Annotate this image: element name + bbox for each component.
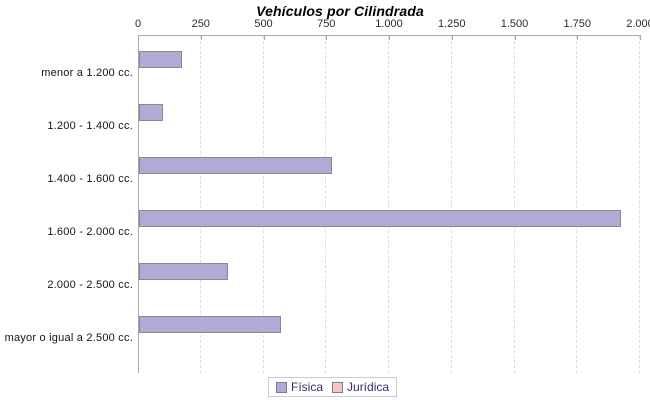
x-axis-tick-label: 0 — [134, 18, 142, 30]
legend-label: Física — [291, 380, 324, 394]
legend-entry: Jurídica — [332, 380, 389, 394]
category-label: 1.200 - 1.400 cc. — [47, 120, 133, 132]
legend-swatch-icon — [276, 381, 287, 393]
x-axis-tick-label: 1.250 — [437, 18, 466, 30]
x-axis-tick-mark — [577, 36, 579, 40]
category-label: mayor o igual a 2.500 cc. — [4, 332, 133, 344]
gridline — [325, 36, 327, 373]
gridline — [513, 36, 515, 373]
chart-legend: Física Jurídica — [268, 377, 398, 397]
x-axis-tick-label: 1.750 — [563, 18, 592, 30]
x-axis-tick-mark — [640, 36, 641, 40]
legend-entry: Física — [276, 380, 323, 394]
x-axis-tick-label: 1.000 — [375, 18, 403, 30]
x-axis-tick-mark — [326, 36, 328, 40]
x-axis-tick-label: 500 — [254, 18, 273, 30]
x-axis-tick-mark — [514, 36, 516, 40]
bar-fisica — [139, 51, 182, 68]
bar-fisica — [139, 104, 163, 121]
y-axis-line — [138, 35, 139, 373]
x-axis-tick-label: 1.500 — [500, 18, 529, 30]
gridline — [639, 36, 640, 373]
bar-fisica — [139, 263, 228, 280]
bar-fisica — [139, 157, 332, 174]
legend-label: Jurídica — [347, 380, 390, 394]
bar-fisica — [139, 316, 281, 333]
category-label: 1.400 - 1.600 cc. — [47, 173, 133, 185]
chart-title: Vehículos por Cilindrada — [256, 3, 424, 19]
gridline — [262, 36, 264, 373]
x-axis-line — [138, 35, 641, 36]
x-axis-tick-mark — [389, 36, 390, 40]
category-label: menor a 1.200 cc. — [41, 67, 133, 79]
legend-swatch-icon — [332, 381, 344, 393]
category-label: 2.000 - 2.500 cc. — [47, 279, 133, 291]
x-axis-tick-label: 2.000 — [626, 18, 650, 30]
x-axis-tick-mark — [451, 36, 453, 40]
gridline — [199, 36, 201, 373]
x-axis-tick-label: 250 — [191, 18, 210, 30]
x-axis-tick-mark — [263, 36, 265, 40]
x-axis-tick-label: 750 — [317, 18, 336, 30]
gridline — [388, 36, 389, 373]
gridline — [450, 36, 452, 373]
category-label: 1.600 - 2.000 cc. — [47, 226, 133, 238]
gridline — [576, 36, 578, 373]
x-axis-tick-mark — [138, 36, 139, 40]
bar-fisica — [139, 210, 621, 227]
x-axis-tick-mark — [200, 36, 202, 40]
